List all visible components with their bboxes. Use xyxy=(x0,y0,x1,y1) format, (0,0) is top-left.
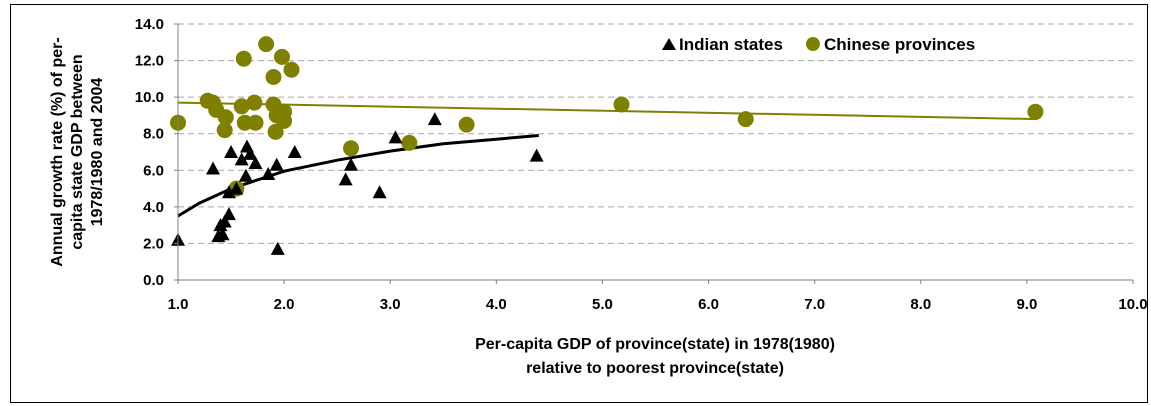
chinese-province-point xyxy=(458,116,475,133)
indian-state-point xyxy=(372,185,387,199)
chinese-province-point xyxy=(267,123,284,140)
chinese-province-point xyxy=(276,103,293,120)
x-tick-label: 4.0 xyxy=(486,296,507,313)
indian-state-point xyxy=(221,185,236,199)
y-axis-title-line-1: Annual growth rate (%) of per- xyxy=(49,37,66,266)
y-tick-label: 8.0 xyxy=(143,126,164,143)
indian-state-point xyxy=(243,146,258,160)
x-tick-label: 2.0 xyxy=(274,296,295,313)
trend-lines xyxy=(177,101,1038,218)
indian-state-point xyxy=(206,161,221,175)
chinese-province-point xyxy=(265,69,282,85)
indian-state-point xyxy=(215,227,230,241)
y-tick-label: 6.0 xyxy=(143,162,164,179)
x-tick-label: 1.0 xyxy=(168,296,189,313)
chinese-province-point xyxy=(216,122,233,139)
chinese-province-point xyxy=(274,48,290,65)
chinese-province-point xyxy=(233,98,250,115)
indian-state-point xyxy=(287,145,302,158)
chinese-province-point xyxy=(246,94,263,111)
chinese-province-point xyxy=(737,111,754,128)
indian-state-point xyxy=(217,214,232,228)
chinese-provinces-trend-line xyxy=(177,101,1038,121)
indian-state-point xyxy=(261,166,276,180)
axes xyxy=(177,24,1133,281)
indian-state-point xyxy=(221,207,236,221)
indian-state-point xyxy=(270,241,285,255)
legend-circle-icon xyxy=(806,37,820,51)
y-tick-label: 4.0 xyxy=(143,199,164,216)
y-axis-title-line-3: 1978/1980 and 2004 xyxy=(89,78,106,227)
chinese-province-point xyxy=(343,140,359,157)
chinese-province-point xyxy=(613,96,630,113)
x-tick-label: 9.0 xyxy=(1016,296,1037,313)
x-tick-label: 3.0 xyxy=(380,296,401,313)
indian-state-point xyxy=(529,148,544,162)
indian-state-point xyxy=(224,145,239,158)
data-points xyxy=(170,36,1044,255)
legend: Indian states Chinese provinces xyxy=(662,35,975,54)
legend-label-chinese-provinces: Chinese provinces xyxy=(824,35,975,54)
x-tick-label: 5.0 xyxy=(592,296,613,313)
chinese-province-point xyxy=(283,61,300,78)
indian-state-point xyxy=(248,155,263,169)
indian-state-point xyxy=(238,168,253,182)
y-tick-label: 10.0 xyxy=(135,89,164,106)
indian-state-point xyxy=(427,112,442,126)
y-tick-label: 2.0 xyxy=(143,235,164,252)
chinese-province-point xyxy=(1027,103,1044,120)
legend-label-indian-states: Indian states xyxy=(679,35,783,54)
x-tick-label: 7.0 xyxy=(804,296,825,313)
chinese-province-point xyxy=(401,134,418,151)
x-axis-title-line-2: relative to poorest province(state) xyxy=(526,360,784,377)
indian-state-point xyxy=(343,157,358,171)
y-tick-label: 12.0 xyxy=(135,53,164,70)
x-tick-label: 8.0 xyxy=(910,296,931,313)
y-axis-title-line-2: capita state GDP between xyxy=(69,54,86,249)
grid-lines xyxy=(178,23,1133,244)
indian-states-trend-line xyxy=(177,134,539,218)
x-tick-label: 10.0 xyxy=(1118,296,1147,313)
indian-state-point xyxy=(338,172,353,186)
tick-labels: 0.0 2.0 4.0 6.0 8.0 10.0 12.0 14.0 1.0 2.0 3.0 4.0 5… xyxy=(135,16,1148,313)
x-axis-title-line-1: Per-capita GDP of province(state) in 197… xyxy=(475,336,835,353)
legend-triangle-icon xyxy=(662,38,676,50)
indian-state-point xyxy=(229,181,244,195)
y-tick-label: 0.0 xyxy=(143,272,164,289)
indian-state-point xyxy=(388,130,403,144)
chinese-province-point xyxy=(258,36,275,53)
chinese-province-point xyxy=(247,114,264,131)
indian-state-point xyxy=(234,152,249,166)
indian-state-point xyxy=(269,157,284,171)
chinese-province-point xyxy=(235,50,252,67)
chinese-province-point xyxy=(217,109,234,126)
x-tick-label: 6.0 xyxy=(698,296,719,313)
y-tick-label: 14.0 xyxy=(135,16,164,33)
